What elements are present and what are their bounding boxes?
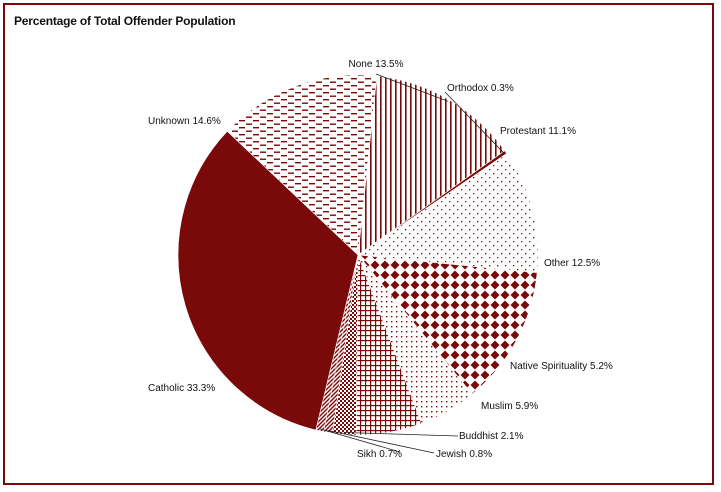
slice-label-native-spirituality: Native Spirituality 5.2% [510,361,613,372]
slice-label-orthodox: Orthodox 0.3% [447,83,514,94]
slice-label-muslim: Muslim 5.9% [481,401,538,412]
pie-slice-catholic [177,130,359,431]
slice-label-protestant: Protestant 11.1% [500,126,576,137]
pie-slice-other [357,254,538,395]
pie-slices [177,74,539,436]
slice-label-other: Other 12.5% [544,258,600,269]
slice-label-catholic: Catholic 33.3% [148,383,215,394]
pie-slice-protestant [357,153,539,274]
slice-label-unknown: Unknown 14.6% [148,116,221,127]
slice-label-jewish: Jewish 0.8% [436,449,492,460]
leader-lines [319,73,505,454]
pie-slice-unknown [226,74,378,256]
leader-line-none [375,73,448,102]
leader-line-buddhist [344,432,459,437]
slice-labels: None 13.5% Orthodox 0.3% Protestant 11.1% O… [148,59,613,460]
leader-line-sikh [319,428,401,453]
slice-label-buddhist: Buddhist 2.1% [459,431,524,442]
pie-slice-none [357,75,506,256]
leader-line-jewish [328,430,435,454]
leader-line-orthodox [444,91,505,154]
slice-label-none: None 13.5% [348,59,403,70]
slice-label-sikh: Sikh 0.7% [357,449,402,460]
chart-title: Percentage of Total Offender Population [14,14,236,28]
